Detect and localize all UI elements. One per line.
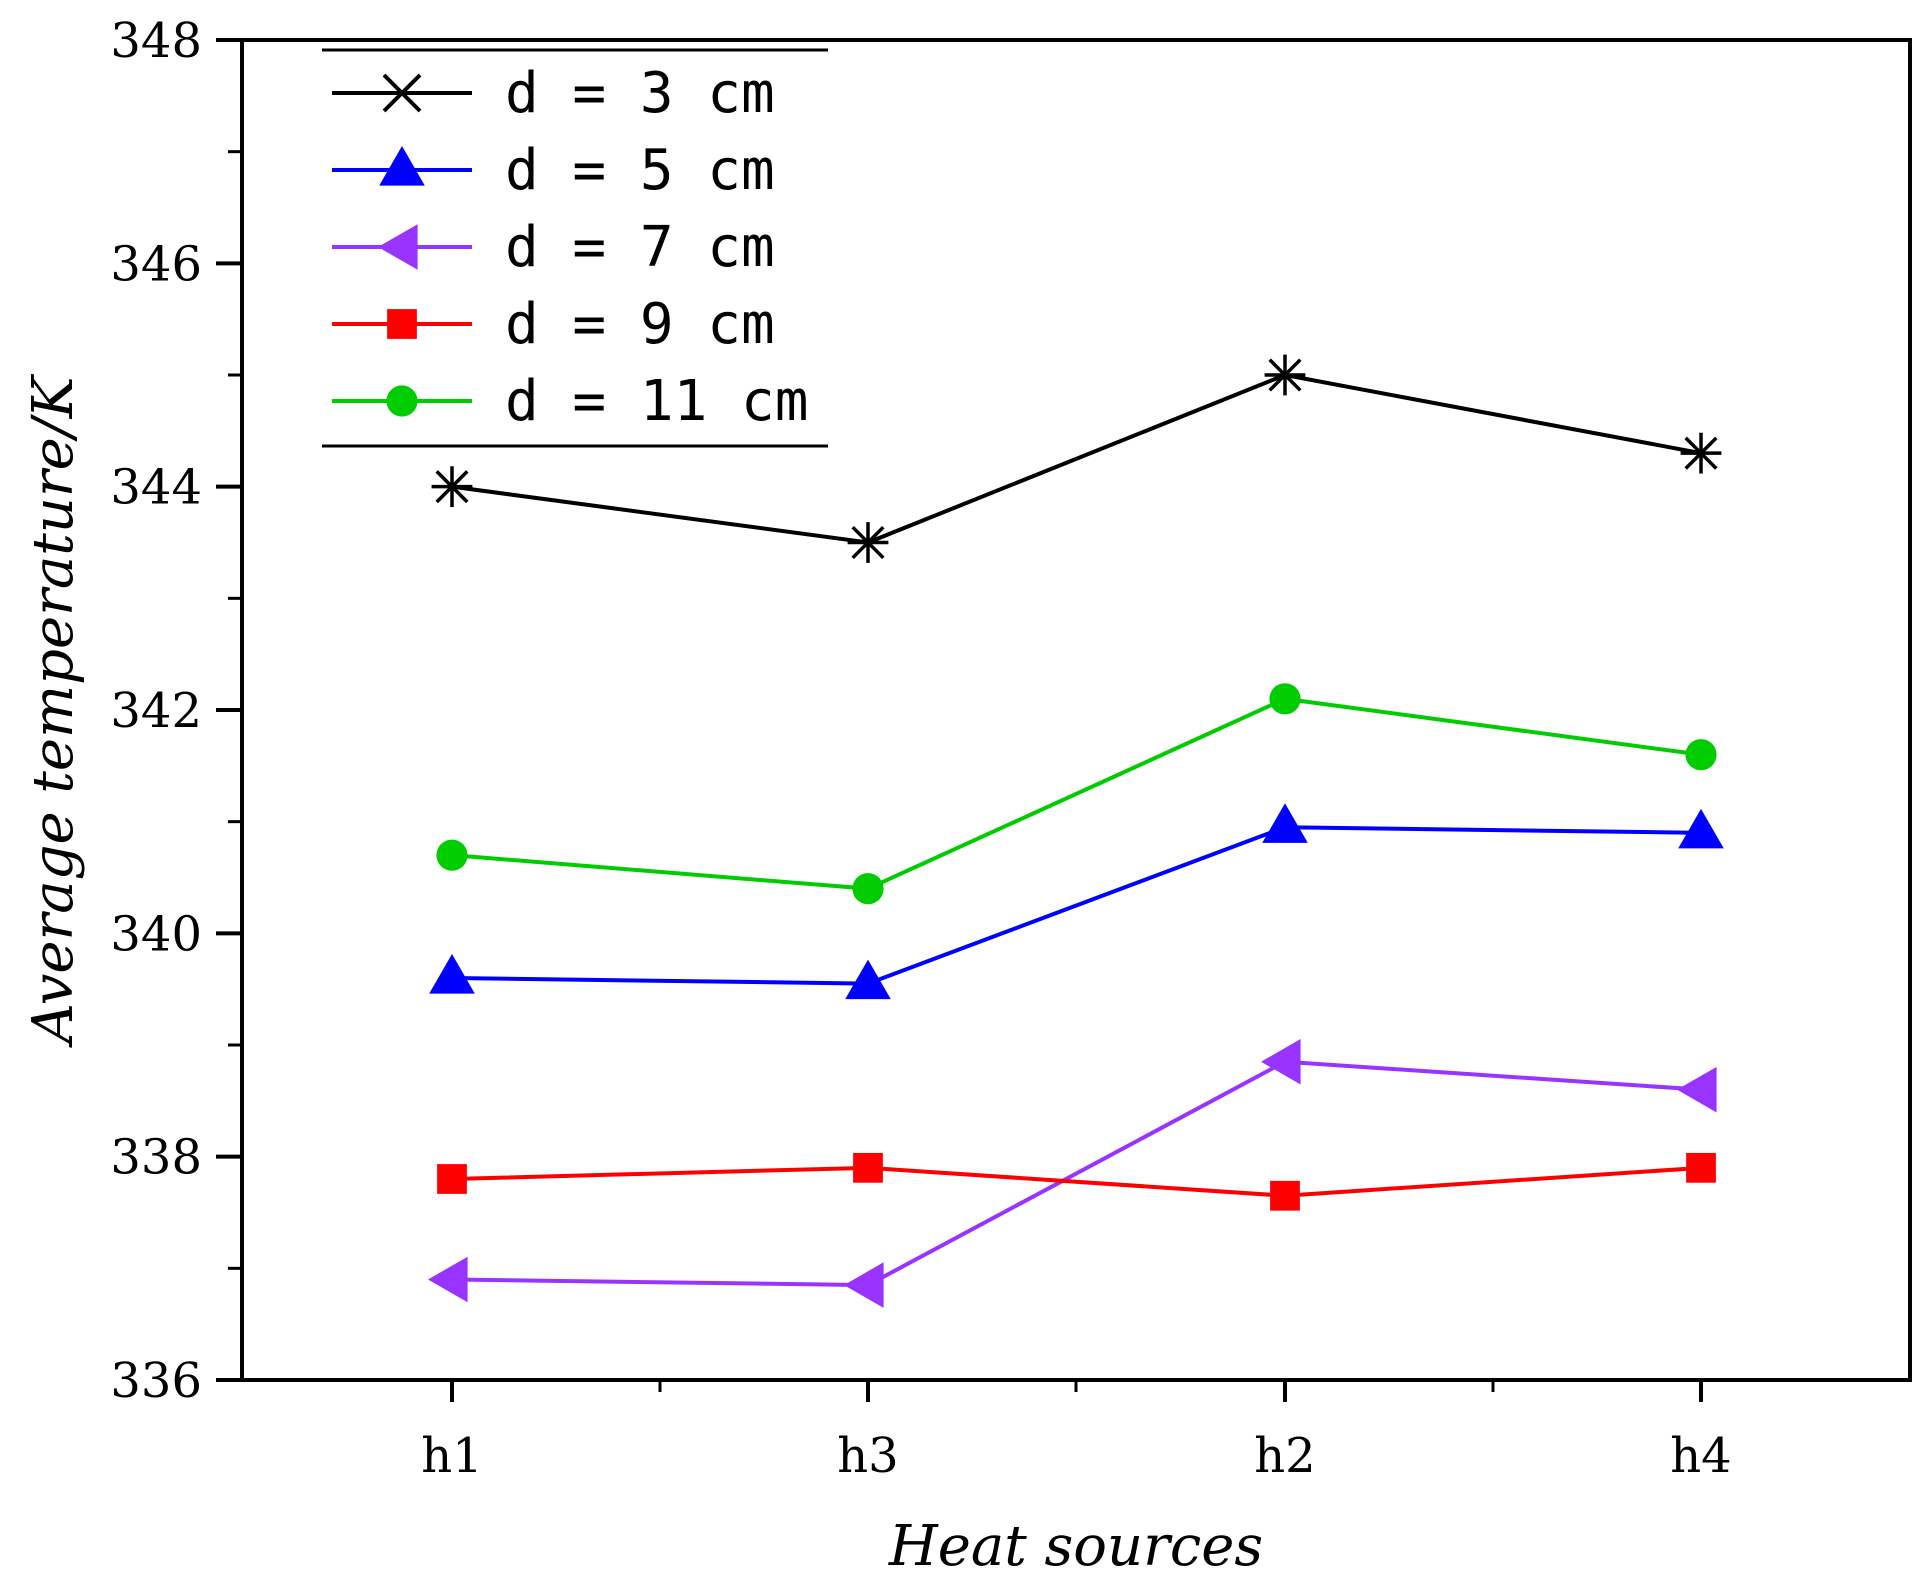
data-point: [845, 959, 891, 1000]
legend-label: d = 9 cm: [505, 292, 775, 357]
legend-label: d = 7 cm: [505, 215, 775, 280]
data-point: [1261, 1038, 1301, 1085]
legend: d = 3 cm d = 5 cm d = 7 cm d = 9 cm d = 11 c…: [322, 48, 828, 448]
data-point: [844, 1262, 884, 1308]
legend-marker: [386, 385, 418, 417]
data-point-stroke: [1684, 436, 1718, 470]
series-layer: [428, 354, 1724, 1308]
x-tick-label: h4: [1670, 1428, 1731, 1484]
y-axis-title: Average temperature/K: [21, 373, 86, 1048]
y-tick-label: 338: [110, 1130, 202, 1186]
series-line: [451, 372, 1702, 545]
legend-marker: [382, 73, 422, 113]
legend-entry: d = 9 cm: [332, 292, 775, 357]
x-tick-label: h1: [421, 1428, 482, 1484]
y-axis: 336 338 340 342 344 346 348: [110, 13, 242, 1409]
data-point: [429, 954, 475, 994]
data-point: [853, 1152, 883, 1183]
data-point: [1685, 739, 1717, 771]
legend-label: d = 5 cm: [505, 138, 775, 203]
data-point: [1269, 683, 1301, 715]
data-point: [847, 522, 889, 563]
legend-entry: d = 11 cm: [332, 369, 808, 434]
legend-entry: d = 5 cm: [332, 138, 775, 203]
data-point: [1677, 1066, 1717, 1113]
data-point: [1264, 354, 1306, 396]
series-2: [428, 1038, 1717, 1308]
data-point: [431, 466, 473, 508]
data-point: [1262, 803, 1308, 843]
y-tick-label: 348: [110, 13, 202, 69]
legend-entry: d = 7 cm: [332, 215, 775, 280]
data-point-stroke: [1268, 358, 1302, 392]
series-0: [431, 354, 1722, 563]
series-4: [436, 683, 1717, 905]
series-line: [451, 1165, 1702, 1198]
series-1: [429, 803, 1724, 1000]
legend-marker: [379, 146, 425, 186]
x-axis-title: Heat sources: [888, 1514, 1263, 1579]
y-tick-label: 342: [110, 683, 202, 739]
x-tick-label: h2: [1254, 1428, 1315, 1484]
data-point: [1686, 1152, 1716, 1183]
data-point: [436, 839, 468, 871]
data-point: [437, 1164, 467, 1194]
data-point: [1678, 808, 1724, 849]
data-point: [1680, 432, 1722, 474]
series-line: [451, 696, 1702, 891]
y-tick-label: 346: [110, 236, 202, 292]
data-point: [428, 1256, 468, 1303]
x-tick-label: h3: [837, 1428, 898, 1484]
legend-marker: [387, 309, 417, 339]
data-point-stroke: [435, 470, 469, 504]
data-point: [852, 873, 884, 905]
legend-label: d = 11 cm: [505, 369, 808, 434]
y-tick-label: 336: [110, 1353, 202, 1409]
y-tick-label: 340: [110, 906, 202, 962]
data-point: [1270, 1180, 1300, 1211]
series-line: [451, 825, 1702, 986]
legend-label: d = 3 cm: [505, 61, 775, 126]
series-3: [437, 1152, 1716, 1211]
y-tick-label: 344: [110, 460, 202, 516]
data-point-stroke: [851, 525, 885, 560]
legend-marker-stroke: [382, 73, 422, 113]
x-axis: h1 h3 h2 h4: [421, 1380, 1732, 1484]
legend-marker: [378, 224, 418, 270]
series-line: [451, 1059, 1702, 1288]
legend-entry: d = 3 cm: [332, 61, 775, 126]
